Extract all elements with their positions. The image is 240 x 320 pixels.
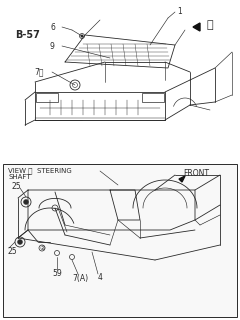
Text: 1: 1 <box>177 6 182 15</box>
Text: 7(A): 7(A) <box>72 274 88 283</box>
Text: VIEW Ⓐ  STEERING: VIEW Ⓐ STEERING <box>8 168 72 174</box>
Text: SHAFT: SHAFT <box>8 174 30 180</box>
Text: 9: 9 <box>49 42 54 51</box>
Text: 25: 25 <box>11 181 21 190</box>
Text: B-57: B-57 <box>15 30 40 40</box>
Circle shape <box>81 35 83 37</box>
Text: 59: 59 <box>52 269 62 278</box>
Text: Ⓐ: Ⓐ <box>207 20 213 30</box>
Text: 6: 6 <box>50 22 55 31</box>
Circle shape <box>18 239 23 244</box>
Polygon shape <box>179 176 185 182</box>
Bar <box>142 93 164 102</box>
Text: 25: 25 <box>7 247 17 257</box>
Text: 4: 4 <box>98 274 102 283</box>
Polygon shape <box>193 23 200 31</box>
Bar <box>3 164 237 317</box>
Circle shape <box>24 199 29 204</box>
Text: ②: ② <box>39 245 45 251</box>
Text: FRONT: FRONT <box>183 169 209 178</box>
Text: 7Ⓑ: 7Ⓑ <box>35 68 44 76</box>
Bar <box>36 93 58 102</box>
